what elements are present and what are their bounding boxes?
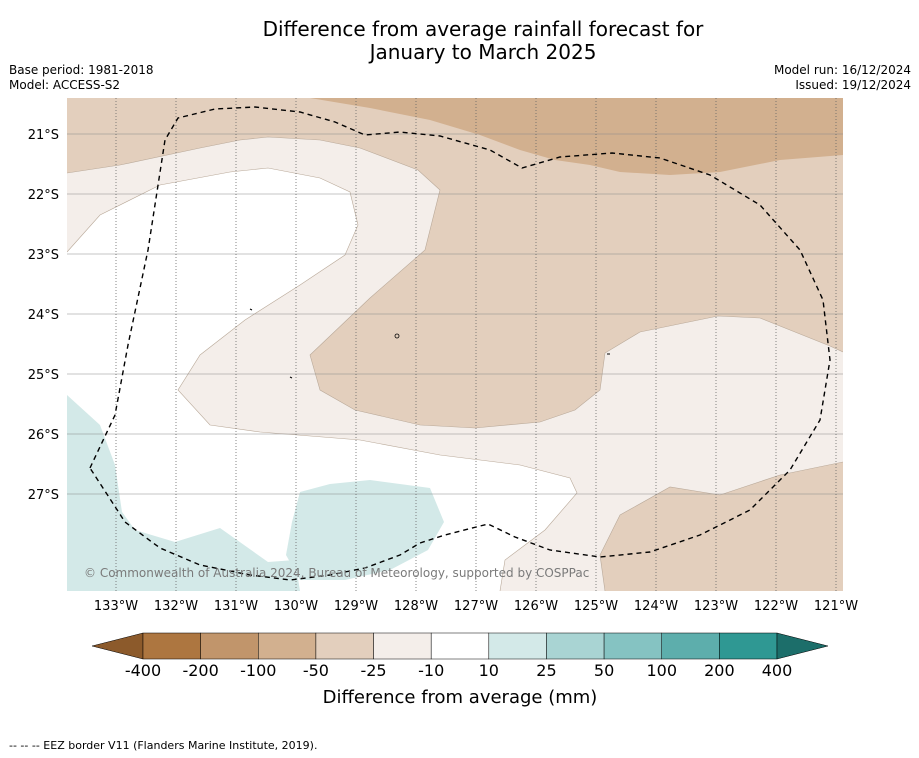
colorbar-extend-high bbox=[776, 632, 829, 660]
colorbar-segment bbox=[546, 632, 605, 660]
lon-label: 129°W bbox=[334, 599, 378, 614]
lon-label: 131°W bbox=[214, 599, 258, 614]
colorbar: -400 -200 -100 -50 -25 -10 10 25 50 100 200 400 Dif… bbox=[91, 632, 829, 708]
colorbar-extend-low bbox=[91, 632, 144, 660]
colorbar-segment bbox=[488, 632, 547, 660]
colorbar-segment bbox=[430, 632, 490, 660]
region-plus10-left bbox=[67, 395, 300, 591]
lat-label: 25°S bbox=[28, 368, 59, 383]
lat-label: 23°S bbox=[28, 248, 59, 263]
lat-label: 22°S bbox=[28, 188, 59, 203]
colorbar-title: Difference from average (mm) bbox=[323, 687, 598, 708]
lon-label: 124°W bbox=[634, 599, 678, 614]
colorbar-tick-label: -400 bbox=[125, 661, 161, 680]
colorbar-tick-label: 200 bbox=[704, 661, 735, 680]
colorbar-tick-label: -25 bbox=[360, 661, 386, 680]
lat-label: 27°S bbox=[28, 488, 59, 503]
region-neutral bbox=[67, 168, 577, 591]
region-neutral-right bbox=[500, 493, 620, 591]
copyright-notice: © Commonwealth of Australia 2024, Bureau… bbox=[84, 566, 589, 580]
lon-label: 126°W bbox=[514, 599, 558, 614]
lon-label: 122°W bbox=[754, 599, 798, 614]
map-plot-area: © Commonwealth of Australia 2024, Bureau… bbox=[67, 98, 843, 591]
contour-lines bbox=[67, 136, 843, 591]
colorbar-segment bbox=[315, 632, 374, 660]
lon-label: 132°W bbox=[154, 599, 198, 614]
eez-border bbox=[89, 106, 831, 581]
eez-footnote: -- -- -- EEZ border V11 (Flanders Marine… bbox=[9, 739, 318, 752]
island-marker bbox=[289, 376, 293, 379]
colorbar-segment bbox=[258, 632, 317, 660]
colorbar-segment bbox=[142, 632, 201, 660]
colorbar-segment bbox=[200, 632, 259, 660]
map-title: Difference from average rainfall forecas… bbox=[0, 18, 919, 64]
lon-label: 130°W bbox=[274, 599, 318, 614]
colorbar-segments bbox=[142, 632, 778, 660]
lat-gridlines bbox=[67, 133, 843, 495]
colorbar-segment bbox=[719, 632, 778, 660]
colorbar-tick-label: 25 bbox=[536, 661, 556, 680]
meta-right: Model run: 16/12/2024 Issued: 19/12/2024 bbox=[774, 63, 911, 93]
lat-labels: 21°S 22°S 23°S 24°S 25°S 26°S 27°S bbox=[28, 128, 59, 503]
issued-date: Issued: 19/12/2024 bbox=[795, 78, 911, 92]
island-marker bbox=[394, 333, 400, 339]
colorbar-tick-label: -50 bbox=[303, 661, 329, 680]
colorbar-tick-label: -100 bbox=[240, 661, 276, 680]
colorbar-tick-label: -10 bbox=[418, 661, 444, 680]
island-marker bbox=[249, 308, 253, 311]
base-period: Base period: 1981-2018 bbox=[9, 63, 154, 77]
colorbar-segment bbox=[373, 632, 432, 660]
lat-label: 26°S bbox=[28, 428, 59, 443]
colorbar-segment bbox=[661, 632, 720, 660]
region-minus25 bbox=[67, 98, 843, 428]
colorbar-tick-label: 10 bbox=[479, 661, 499, 680]
colorbar-tick-label: -200 bbox=[182, 661, 218, 680]
model-run: Model run: 16/12/2024 bbox=[773, 63, 911, 77]
region-minus50 bbox=[310, 98, 843, 175]
lon-label: 133°W bbox=[94, 599, 138, 614]
lon-label: 125°W bbox=[574, 599, 618, 614]
lat-label: 21°S bbox=[28, 128, 59, 143]
model-name: Model: ACCESS-S2 bbox=[9, 78, 121, 92]
colorbar-tick-label: 400 bbox=[762, 661, 793, 680]
lon-gridlines bbox=[115, 98, 837, 591]
title-line-2: January to March 2025 bbox=[369, 40, 597, 64]
meta-left: Base period: 1981-2018 Model: ACCESS-S2 bbox=[9, 63, 154, 93]
title-line-1: Difference from average rainfall forecas… bbox=[262, 17, 704, 41]
lon-label: 123°W bbox=[694, 599, 738, 614]
colorbar-segment bbox=[603, 632, 662, 660]
lon-label: 128°W bbox=[394, 599, 438, 614]
colorbar-tick-label: 100 bbox=[646, 661, 677, 680]
region-plus10-center bbox=[286, 480, 444, 580]
lon-labels: 133°W 132°W 131°W 130°W 129°W 128°W 127°… bbox=[94, 599, 858, 614]
lon-label: 121°W bbox=[814, 599, 858, 614]
colorbar-tick-label: 50 bbox=[594, 661, 614, 680]
colorbar-ticks: -400 -200 -100 -50 -25 -10 10 25 50 100 200 400 bbox=[125, 661, 792, 680]
lat-label: 24°S bbox=[28, 308, 59, 323]
lon-label: 127°W bbox=[454, 599, 498, 614]
